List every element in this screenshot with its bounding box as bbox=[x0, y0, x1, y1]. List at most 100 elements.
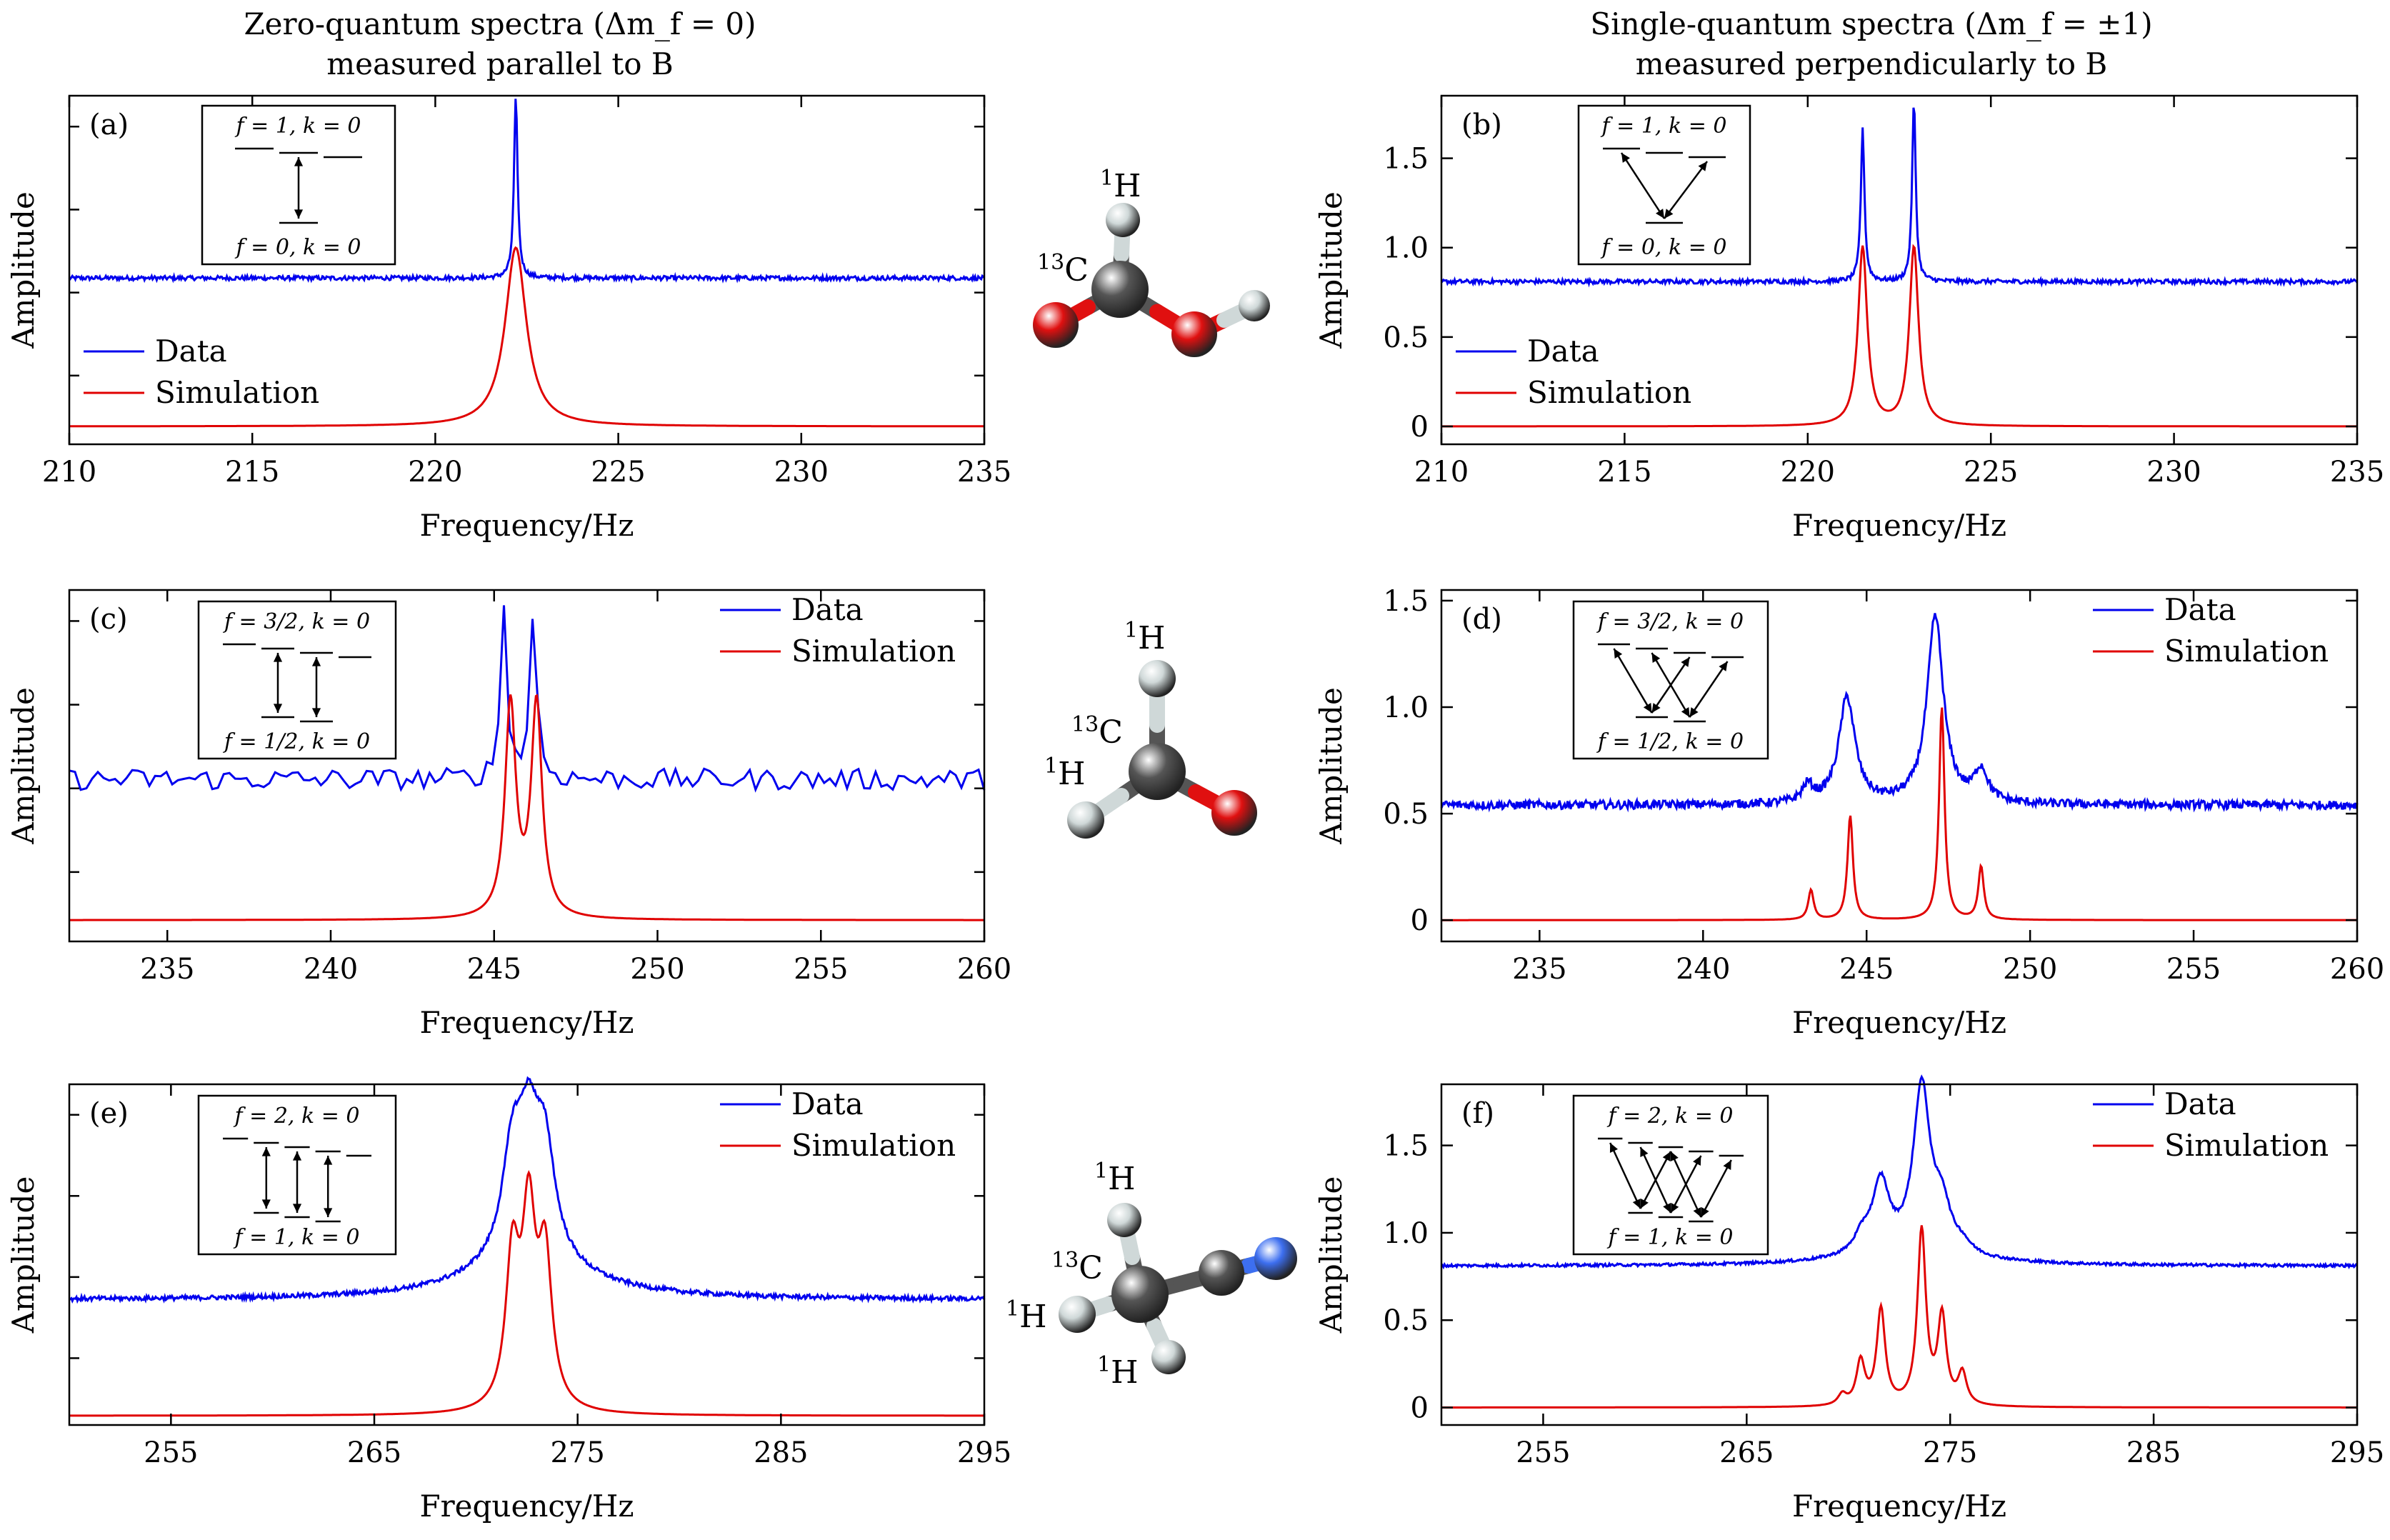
x-tick-label: 255 bbox=[794, 953, 848, 986]
label-1h: 1H bbox=[1006, 1296, 1046, 1335]
molecule-formic-acid: 1H 13C bbox=[1033, 166, 1270, 357]
energy-level-inset: f = 2, k = 0 f = 1, k = 0 bbox=[1572, 1094, 1769, 1256]
inset-arrow-head bbox=[1664, 209, 1674, 219]
inset-frame bbox=[1577, 104, 1751, 266]
panel-label: (a) bbox=[89, 109, 129, 141]
x-tick-label: 235 bbox=[957, 456, 1011, 489]
atom-h bbox=[1151, 1340, 1186, 1374]
y-tick-label: 1.5 bbox=[1383, 585, 1429, 618]
x-tick-label: 275 bbox=[550, 1436, 604, 1469]
y-axis-label: Amplitude bbox=[6, 191, 41, 349]
inset-bottom-label: f = 1, k = 0 bbox=[234, 1225, 360, 1250]
x-tick-label: 255 bbox=[1516, 1436, 1570, 1469]
inset-arrow-head bbox=[292, 1204, 302, 1213]
x-tick-label: 235 bbox=[1512, 953, 1566, 986]
plot-frame bbox=[1440, 94, 2359, 446]
inset-arrow-head bbox=[1643, 703, 1652, 713]
y-tick-label: 0.5 bbox=[1383, 798, 1429, 831]
plot-frame bbox=[1440, 1083, 2359, 1426]
x-tick-label: 265 bbox=[1719, 1436, 1774, 1469]
x-tick-label: 285 bbox=[754, 1436, 808, 1469]
y-axis-label-group: Amplitude bbox=[6, 191, 41, 349]
label-1h: 1H bbox=[1094, 1159, 1135, 1197]
inset-transition-arrow bbox=[1639, 1146, 1672, 1214]
panel-label: (e) bbox=[89, 1097, 129, 1130]
series-line-data bbox=[69, 1076, 986, 1304]
legend-label-data: Data bbox=[2164, 592, 2236, 627]
y-tick-label: 0 bbox=[1411, 411, 1429, 444]
inset-arrow-head bbox=[1701, 1207, 1709, 1217]
y-axis-label-group: Amplitude bbox=[6, 687, 41, 845]
right-column-title: Single-quantum spectra (Δm_f = ±1) measu… bbox=[1486, 4, 2257, 84]
y-axis-label-group: Amplitude bbox=[1314, 191, 1349, 349]
inset-arrow-head bbox=[1689, 707, 1699, 717]
chart-panel-e: 255 265 275 285 295 Frequency/Hz Amplitude (e) D… bbox=[6, 1076, 1011, 1524]
legend-label-data: Data bbox=[1527, 334, 1599, 369]
x-tick-label: 275 bbox=[1923, 1436, 1977, 1469]
x-axis-label: Frequency/Hz bbox=[419, 508, 634, 543]
inset-arrow-head bbox=[1670, 1151, 1679, 1161]
series-line-simulation bbox=[69, 1169, 984, 1417]
inset-bottom-label: f = 0, k = 0 bbox=[235, 235, 361, 260]
inset-transition-arrow bbox=[1651, 652, 1691, 718]
energy-level-inset: f = 2, k = 0 f = 1, k = 0 bbox=[197, 1094, 397, 1256]
y-axis-label: Amplitude bbox=[1314, 1176, 1349, 1334]
atom-h bbox=[1239, 290, 1270, 321]
x-tick-label: 220 bbox=[1781, 456, 1835, 489]
legend-label-simulation: Simulation bbox=[2164, 634, 2329, 669]
plot-frame bbox=[68, 589, 986, 943]
atom-c bbox=[1111, 1266, 1169, 1323]
x-tick-label: 215 bbox=[1597, 456, 1651, 489]
x-axis-label: Frequency/Hz bbox=[419, 1005, 634, 1040]
inset-arrow-head bbox=[1723, 1160, 1731, 1170]
atom-o bbox=[1211, 790, 1257, 836]
inset-arrow-head bbox=[1698, 161, 1707, 171]
x-tick-label: 210 bbox=[42, 456, 96, 489]
legend-label-simulation: Simulation bbox=[155, 375, 319, 410]
series-line-data bbox=[1440, 613, 2359, 813]
x-tick-label: 260 bbox=[957, 953, 1011, 986]
inset-arrow-head bbox=[311, 657, 321, 666]
inset-arrow-head bbox=[1621, 153, 1630, 163]
y-axis-label: Amplitude bbox=[1314, 687, 1349, 845]
y-tick-label: 1.5 bbox=[1383, 143, 1429, 176]
x-tick-label: 230 bbox=[774, 456, 829, 489]
right-title-line1: Single-quantum spectra (Δm_f = ±1) bbox=[1590, 6, 2153, 41]
inset-arrow-head bbox=[261, 1147, 271, 1156]
y-tick-label: 1.0 bbox=[1383, 691, 1429, 724]
x-tick-label: 220 bbox=[408, 456, 462, 489]
inset-frame bbox=[1572, 600, 1769, 760]
series-line-simulation bbox=[69, 694, 984, 921]
inset-transition-arrow bbox=[1700, 1159, 1732, 1218]
energy-level-inset: f = 1, k = 0 f = 0, k = 0 bbox=[1577, 104, 1751, 266]
atom-c bbox=[1199, 1250, 1244, 1296]
atom-h bbox=[1139, 660, 1176, 697]
y-axis-label-group: Amplitude bbox=[1314, 1176, 1349, 1334]
y-tick-label: 1.0 bbox=[1383, 232, 1429, 265]
inset-transition-arrow bbox=[1669, 1151, 1702, 1218]
inset-arrow-head bbox=[324, 1156, 333, 1165]
inset-arrow-head bbox=[1671, 1203, 1679, 1213]
x-tick-label: 255 bbox=[2166, 953, 2221, 986]
inset-arrow-head bbox=[324, 1208, 333, 1217]
label-1h: 1H bbox=[1097, 1352, 1138, 1391]
y-axis-label: Amplitude bbox=[1314, 191, 1349, 349]
series-line-data bbox=[1440, 107, 2359, 288]
inset-arrow-head bbox=[1662, 1151, 1671, 1161]
inset-top-label: f = 3/2, k = 0 bbox=[223, 609, 370, 634]
inset-top-label: f = 1, k = 0 bbox=[235, 114, 361, 139]
left-title-line2: measured parallel to B bbox=[326, 46, 674, 81]
series-line-data bbox=[1440, 1074, 2358, 1270]
right-title-line2: measured perpendicularly to B bbox=[1635, 46, 2108, 81]
y-axis-label-group: Amplitude bbox=[6, 1176, 41, 1334]
atom-h bbox=[1106, 203, 1140, 237]
x-tick-label: 260 bbox=[2330, 953, 2384, 986]
atom-o bbox=[1171, 311, 1217, 357]
label-1h: 1H bbox=[1124, 618, 1165, 656]
y-tick-label: 0.5 bbox=[1383, 1304, 1429, 1337]
label-13c: 13C bbox=[1051, 1248, 1103, 1286]
inset-arrow-head bbox=[294, 157, 304, 166]
x-tick-label: 235 bbox=[140, 953, 194, 986]
